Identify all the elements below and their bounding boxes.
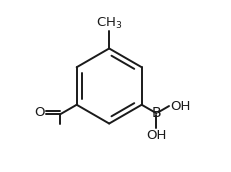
Text: OH: OH bbox=[146, 129, 166, 142]
Text: O: O bbox=[34, 106, 45, 119]
Text: OH: OH bbox=[169, 100, 189, 112]
Text: B: B bbox=[151, 106, 161, 120]
Text: CH$_3$: CH$_3$ bbox=[96, 15, 122, 31]
